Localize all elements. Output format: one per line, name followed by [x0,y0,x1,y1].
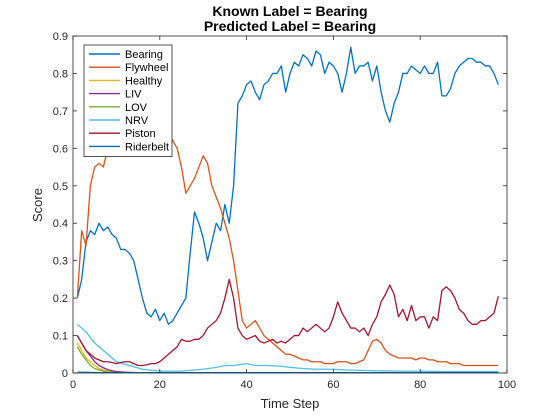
y-axis-label: Score [30,188,45,222]
x-tick-label: 100 [498,379,516,391]
axes-box [72,35,508,374]
x-tick-label: 80 [414,379,426,391]
y-tick-label: 0.2 [53,293,68,305]
chart-subtitle: Predicted Label = Bearing [204,18,376,34]
legend-label-nrv: NRV [125,115,149,127]
legend-box [83,44,173,157]
y-tick-label: 0.5 [53,181,68,193]
axes-layer: 0 20 40 60 80 100 0 0.1 0.2 0.3 0.4 0.5 0.6 0.7 0.8 0.9 [53,31,516,391]
y-tick-label: 0 [62,368,68,380]
y-tick-label: 0.8 [53,68,68,80]
y-tick-label: 0.9 [53,31,68,43]
x-tick-label: 40 [240,379,252,391]
legend-label-bearing: Bearing [125,49,163,61]
x-tick-label: 20 [154,379,166,391]
legend-label-lov: LOV [125,102,148,114]
series-line-nrv [76,323,499,373]
series-line-bearing [76,46,499,325]
legend-label-riderbelt: Riderbelt [125,141,169,153]
x-axis-label: Time Step [261,396,320,411]
y-tick-label: 0.6 [53,143,68,155]
x-tick-label: 60 [327,379,339,391]
legend-label-piston: Piston [125,128,156,140]
y-tick-label: 0.1 [53,331,68,343]
legend-label-flywheel: Flywheel [125,62,168,74]
y-tick-label: 0.7 [53,106,68,118]
y-tick-label: 0.3 [53,256,68,268]
chart-title: Known Label = Bearing [212,3,367,19]
y-tick-label: 0.4 [53,218,68,230]
legend-label-liv: LIV [125,89,142,101]
series-line-piston [76,278,499,367]
legend-label-healthy: Healthy [125,75,163,87]
x-tick-label: 0 [70,379,76,391]
